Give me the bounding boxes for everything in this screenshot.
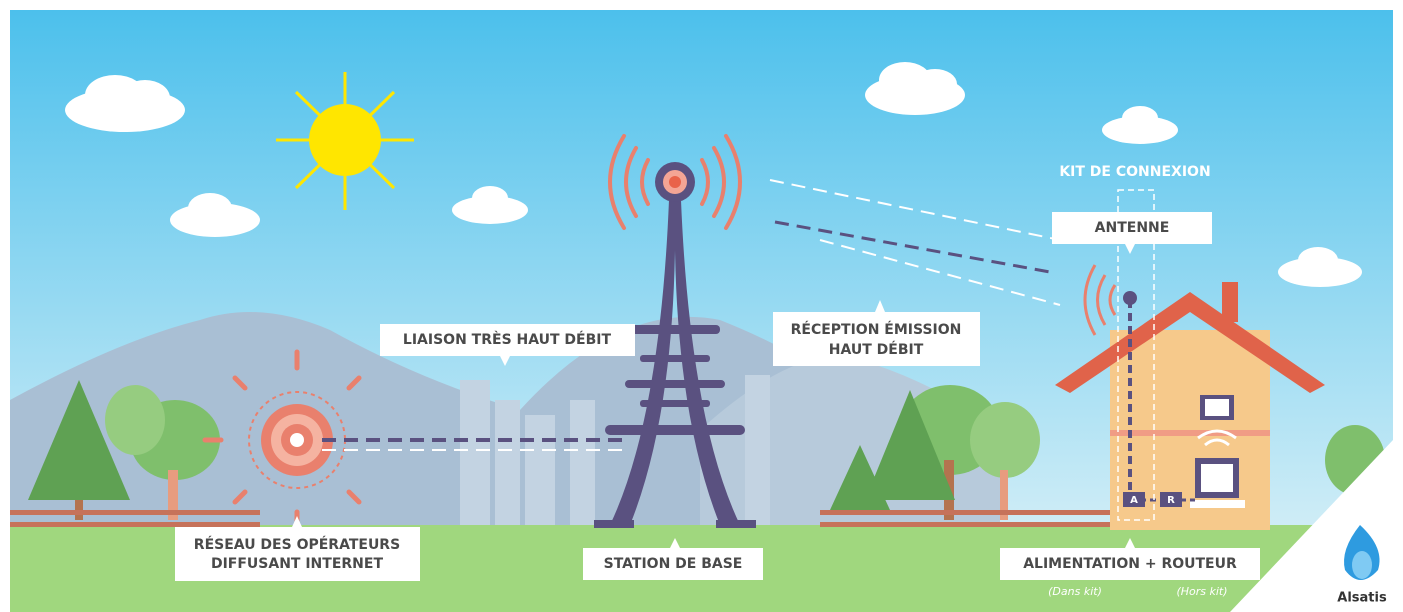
kit-title: KIT DE CONNEXION (1059, 164, 1210, 180)
label-text: RÉCEPTION ÉMISSION (791, 321, 962, 338)
note: (Hors kit) (1176, 585, 1227, 598)
label-text: HAUT DÉBIT (829, 341, 924, 358)
label-text: RÉSEAU DES OPÉRATEURS (194, 536, 400, 553)
label-text: ALIMENTATION + ROUTEUR (1023, 556, 1237, 572)
label-text: STATION DE BASE (604, 556, 743, 572)
box-label: R (1167, 495, 1175, 506)
label-text: LIAISON TRÈS HAUT DÉBIT (403, 331, 612, 348)
label-text: ANTENNE (1095, 220, 1170, 236)
box-label: A (1130, 495, 1138, 506)
infographic: A R KIT DE CONNEXION ANTENNE LIAISON TRÈ… (0, 0, 1403, 612)
note: (Dans kit) (1048, 585, 1102, 598)
logo-text: Alsatis (1337, 591, 1387, 606)
label-text: DIFFUSANT INTERNET (211, 556, 383, 572)
